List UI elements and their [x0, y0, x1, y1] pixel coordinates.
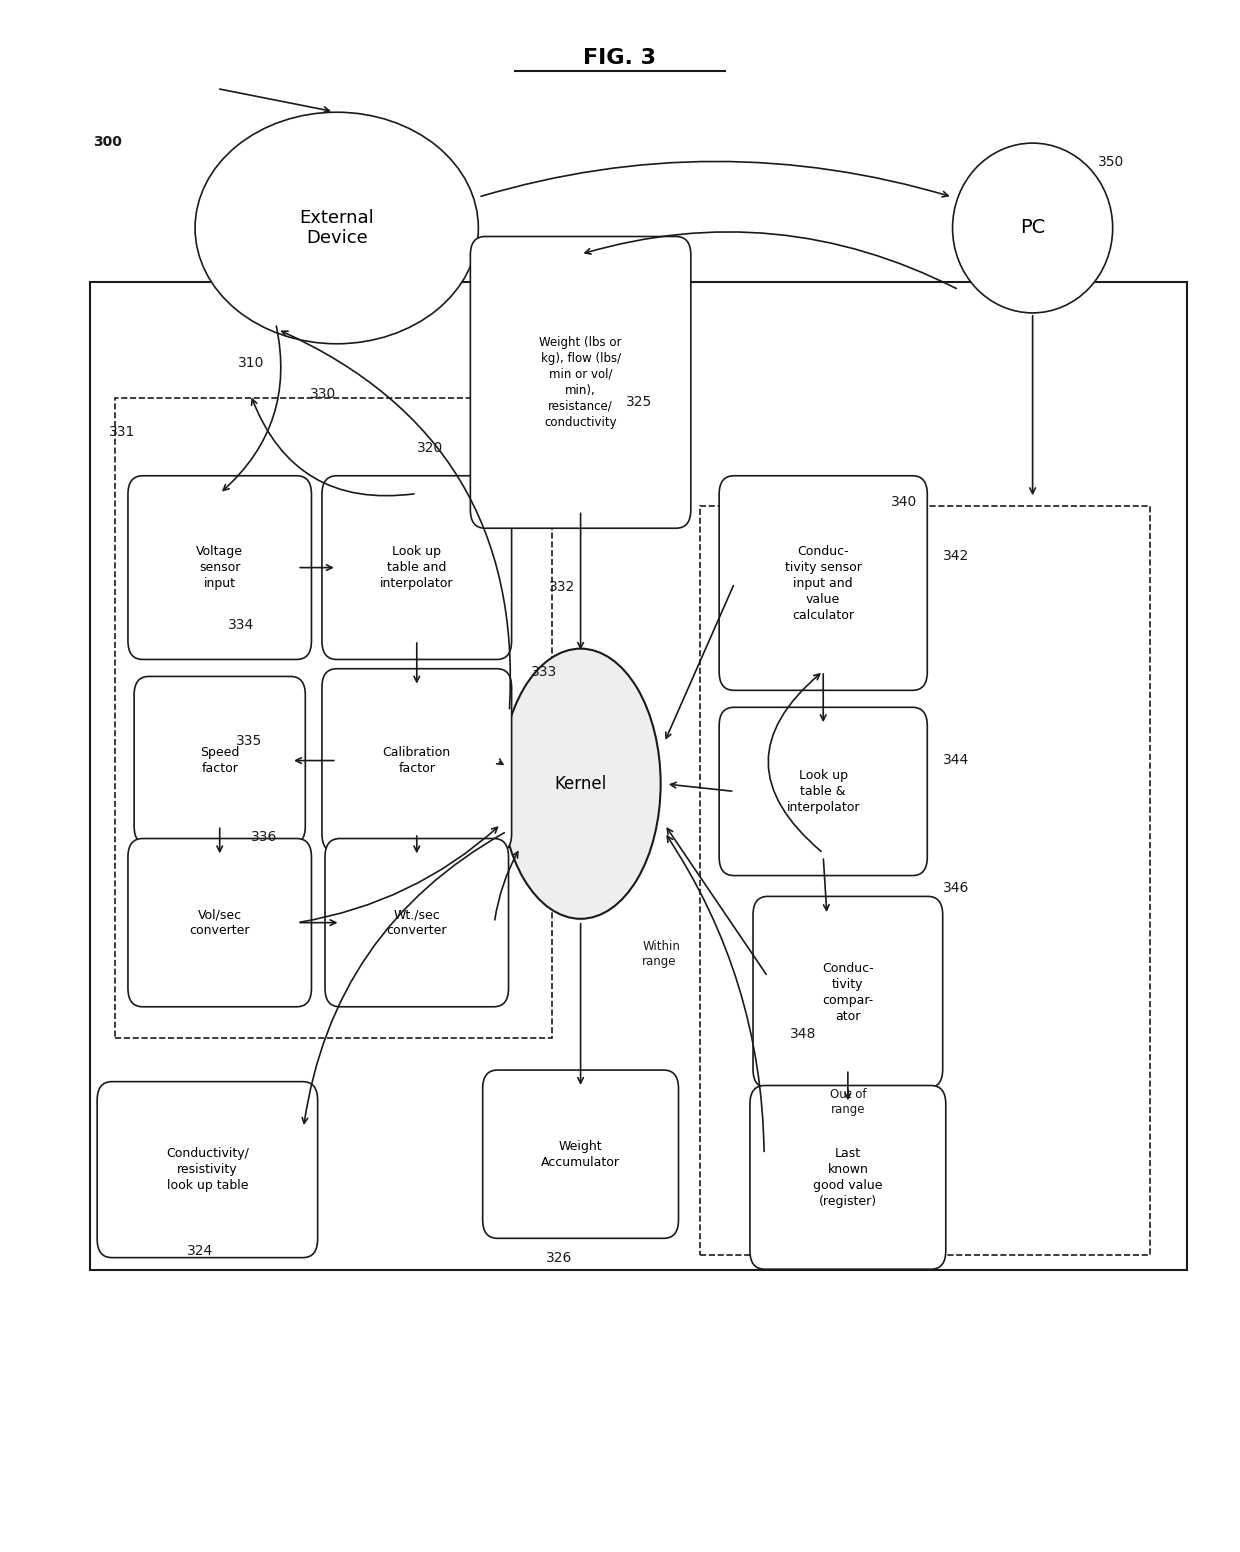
Text: 340: 340: [892, 495, 918, 509]
Text: 330: 330: [310, 386, 336, 400]
Bar: [701, 506, 1149, 1254]
Text: Weight
Accumulator: Weight Accumulator: [541, 1139, 620, 1169]
FancyBboxPatch shape: [325, 838, 508, 1007]
Text: 348: 348: [790, 1027, 816, 1041]
Text: 331: 331: [109, 425, 135, 439]
Text: Speed
factor: Speed factor: [200, 747, 239, 774]
FancyBboxPatch shape: [97, 1082, 317, 1257]
Text: 324: 324: [186, 1243, 213, 1257]
Text: Conduc-
tivity sensor
input and
value
calculator: Conduc- tivity sensor input and value ca…: [785, 545, 862, 621]
Text: 320: 320: [417, 441, 443, 455]
FancyBboxPatch shape: [128, 838, 311, 1007]
Ellipse shape: [501, 649, 661, 919]
Text: FIG. 3: FIG. 3: [584, 48, 656, 68]
FancyBboxPatch shape: [753, 897, 942, 1088]
Ellipse shape: [195, 112, 479, 345]
Text: 350: 350: [1097, 155, 1125, 169]
Text: Kernel: Kernel: [554, 774, 606, 793]
Text: Conductivity/
resistivity
look up table: Conductivity/ resistivity look up table: [166, 1147, 249, 1192]
Text: 300: 300: [93, 135, 122, 149]
Text: 334: 334: [228, 618, 254, 632]
Text: Conduc-
tivity
compar-
ator: Conduc- tivity compar- ator: [822, 962, 874, 1023]
Text: 344: 344: [942, 753, 968, 767]
Text: 342: 342: [942, 549, 968, 563]
Text: Wt./sec
converter: Wt./sec converter: [387, 908, 448, 937]
Bar: [91, 282, 1187, 1270]
Text: 326: 326: [546, 1251, 573, 1265]
Text: 310: 310: [238, 355, 264, 369]
Text: Out of
range: Out of range: [830, 1088, 866, 1116]
FancyBboxPatch shape: [750, 1085, 946, 1270]
Text: Last
known
good value
(register): Last known good value (register): [813, 1147, 883, 1207]
FancyBboxPatch shape: [719, 476, 928, 691]
Text: 333: 333: [531, 664, 558, 678]
Text: Look up
table and
interpolator: Look up table and interpolator: [379, 545, 454, 590]
Text: Weight (lbs or
kg), flow (lbs/
min or vol/
min),
resistance/
conductivity: Weight (lbs or kg), flow (lbs/ min or vo…: [539, 335, 621, 428]
Text: 325: 325: [626, 394, 652, 408]
Text: 346: 346: [942, 882, 970, 896]
FancyBboxPatch shape: [128, 476, 311, 660]
Text: 336: 336: [250, 830, 277, 844]
Text: Look up
table &
interpolator: Look up table & interpolator: [786, 768, 861, 813]
Text: PC: PC: [1021, 219, 1045, 237]
FancyBboxPatch shape: [322, 669, 512, 852]
Text: Voltage
sensor
input: Voltage sensor input: [196, 545, 243, 590]
Text: Calibration
factor: Calibration factor: [383, 747, 451, 774]
Text: Within
range: Within range: [642, 939, 680, 967]
Ellipse shape: [952, 143, 1112, 314]
Text: Vol/sec
converter: Vol/sec converter: [190, 908, 250, 937]
FancyBboxPatch shape: [719, 708, 928, 875]
FancyBboxPatch shape: [322, 476, 512, 660]
Text: External
Device: External Device: [299, 208, 374, 247]
Text: 335: 335: [236, 734, 262, 748]
Text: 332: 332: [548, 580, 575, 594]
FancyBboxPatch shape: [470, 236, 691, 528]
FancyBboxPatch shape: [482, 1069, 678, 1238]
FancyBboxPatch shape: [134, 677, 305, 844]
Bar: [115, 397, 552, 1038]
